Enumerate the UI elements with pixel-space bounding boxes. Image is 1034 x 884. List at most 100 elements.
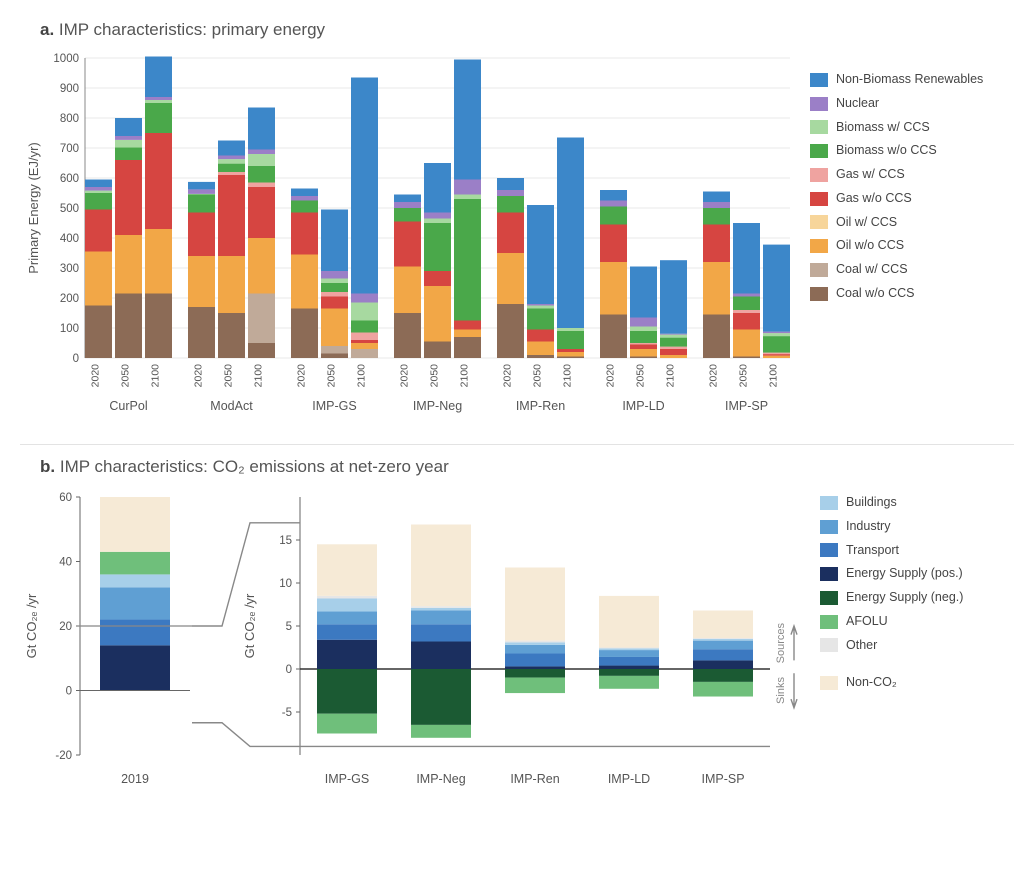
svg-text:2100: 2100 [562, 364, 574, 388]
svg-text:2020: 2020 [502, 364, 514, 388]
bar-segment [600, 315, 627, 359]
legend-item: Non-CO₂ [820, 671, 963, 695]
bar-segment [218, 141, 245, 156]
legend-item: Gas w/o CCS [810, 187, 983, 211]
bar-segment [321, 354, 348, 359]
bar-segment [660, 349, 687, 355]
bar-segment [630, 267, 657, 318]
svg-text:2020: 2020 [605, 364, 617, 388]
svg-text:2050: 2050 [429, 364, 441, 388]
bar-segment [497, 190, 524, 196]
bar-segment [630, 327, 657, 332]
svg-text:2100: 2100 [665, 364, 677, 388]
svg-text:IMP-GS: IMP-GS [312, 399, 356, 413]
bar-segment [497, 304, 524, 358]
bar-segment [351, 321, 378, 333]
bar-segment [317, 640, 377, 669]
svg-text:2100: 2100 [768, 364, 780, 388]
bar-segment [557, 352, 584, 357]
legend-item: Coal w/ CCS [810, 258, 983, 282]
panel-a-title: a. IMP characteristics: primary energy [40, 20, 1014, 40]
bar-segment [454, 330, 481, 338]
bar-segment [660, 338, 687, 347]
svg-text:500: 500 [60, 203, 79, 215]
bar-segment [85, 191, 112, 193]
bar-segment [145, 294, 172, 359]
bar-segment [763, 336, 790, 353]
bar-segment [424, 286, 451, 342]
svg-text:40: 40 [59, 557, 72, 569]
svg-text:300: 300 [60, 263, 79, 275]
bar-segment [660, 260, 687, 334]
bar-segment [145, 103, 172, 133]
bar-segment [600, 262, 627, 315]
panel-a-legend: Non-Biomass RenewablesNuclearBiomass w/ … [800, 48, 983, 306]
legend-item: Nuclear [810, 92, 983, 116]
legend-item: Transport [820, 539, 963, 563]
svg-text:2050: 2050 [223, 364, 235, 388]
bar-segment [321, 279, 348, 284]
bar-segment [188, 213, 215, 257]
svg-text:2020: 2020 [193, 364, 205, 388]
bar-segment [100, 620, 170, 646]
svg-text:900: 900 [60, 83, 79, 95]
bar-segment [693, 682, 753, 697]
svg-text:2050: 2050 [326, 364, 338, 388]
bar-segment [218, 256, 245, 313]
legend-item: Buildings [820, 491, 963, 515]
bar-segment [85, 187, 112, 191]
bar-segment [527, 306, 554, 309]
bar-segment [115, 147, 142, 160]
bar-segment [454, 321, 481, 330]
svg-text:2050: 2050 [635, 364, 647, 388]
bar-segment [291, 201, 318, 213]
bar-segment [291, 255, 318, 309]
bar-segment [505, 666, 565, 669]
bar-segment [291, 189, 318, 197]
bar-segment [505, 645, 565, 654]
bar-segment [703, 202, 730, 208]
bar-segment [630, 345, 657, 350]
bar-segment [411, 725, 471, 738]
svg-text:IMP-LD: IMP-LD [608, 772, 650, 786]
legend-item: Energy Supply (neg.) [820, 586, 963, 610]
bar-segment [291, 309, 318, 359]
svg-text:IMP-Neg: IMP-Neg [416, 772, 465, 786]
bar-segment [317, 598, 377, 611]
bar-segment [394, 313, 421, 358]
svg-text:2020: 2020 [296, 364, 308, 388]
svg-text:IMP-LD: IMP-LD [622, 399, 664, 413]
svg-text:5: 5 [286, 621, 292, 633]
bar-segment [505, 669, 565, 678]
bar-segment [188, 307, 215, 358]
legend-item: Non-Biomass Renewables [810, 68, 983, 92]
svg-text:Gt CO₂ₑ /yr: Gt CO₂ₑ /yr [24, 593, 39, 658]
bar-segment [733, 223, 760, 294]
svg-text:2100: 2100 [459, 364, 471, 388]
svg-text:10: 10 [279, 578, 292, 590]
bar-segment [630, 331, 657, 343]
bar-segment [763, 332, 790, 334]
bar-segment [100, 587, 170, 619]
bar-segment [527, 342, 554, 356]
bar-segment [454, 180, 481, 195]
bar-segment [693, 611, 753, 639]
bar-segment [599, 657, 659, 666]
svg-text:IMP-Ren: IMP-Ren [516, 399, 565, 413]
svg-text:IMP-Neg: IMP-Neg [413, 399, 462, 413]
bar-segment [321, 346, 348, 354]
bar-segment [115, 140, 142, 148]
bar-segment [85, 306, 112, 359]
bar-segment [248, 238, 275, 294]
bar-segment [693, 641, 753, 650]
bar-segment [218, 172, 245, 175]
bar-segment [424, 271, 451, 286]
bar-segment [248, 294, 275, 344]
svg-text:15: 15 [279, 535, 292, 547]
svg-text:Sources: Sources [775, 623, 787, 664]
bar-segment [248, 187, 275, 238]
bar-segment [599, 650, 659, 657]
svg-text:2100: 2100 [150, 364, 162, 388]
svg-text:2019: 2019 [121, 772, 149, 786]
bar-segment [351, 340, 378, 343]
